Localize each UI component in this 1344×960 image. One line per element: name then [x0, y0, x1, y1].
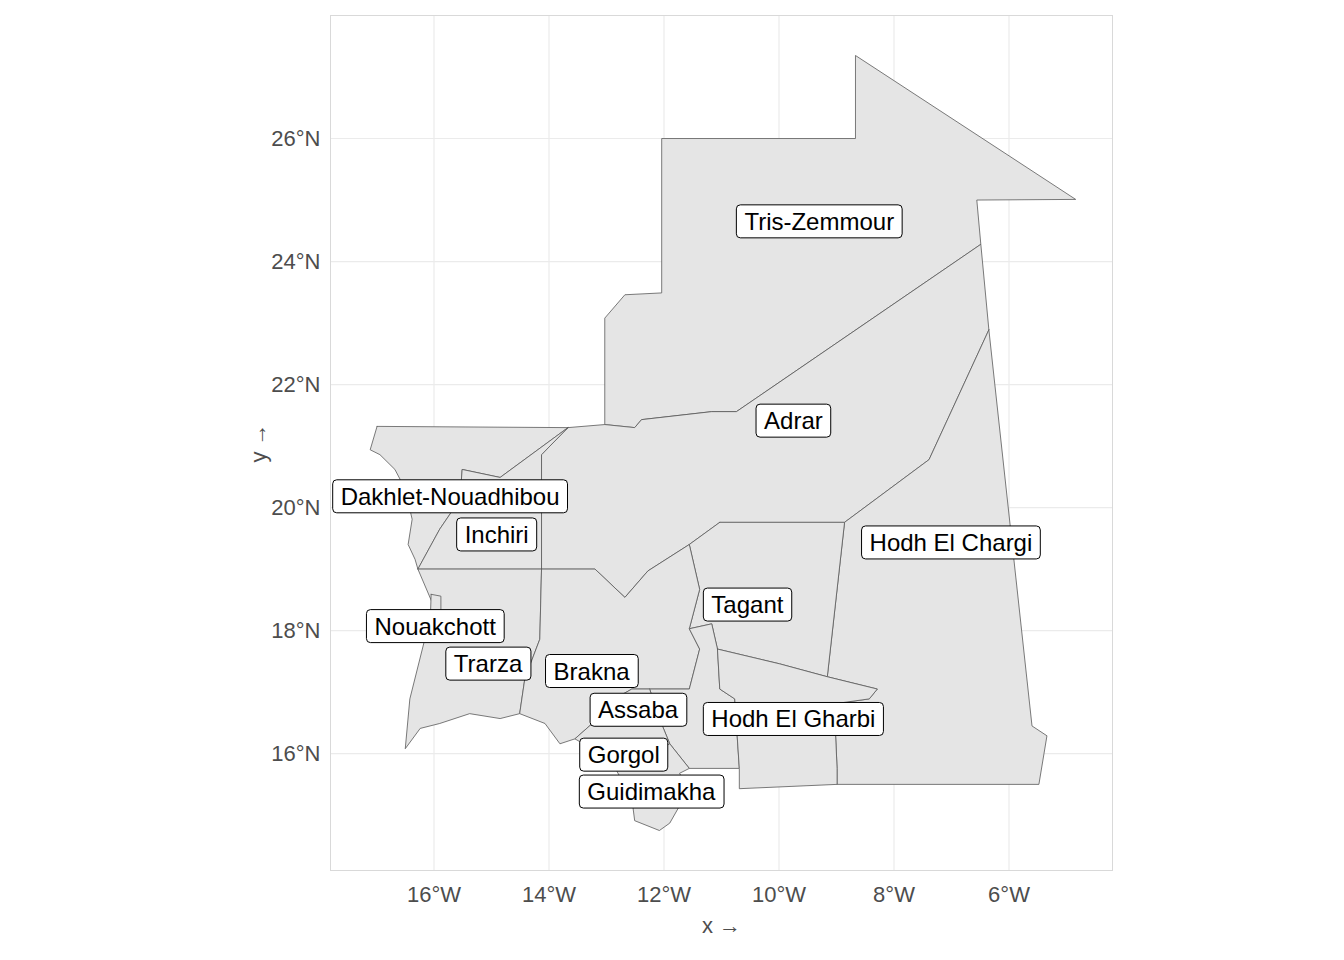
svg-text:Tris-Zemmour: Tris-Zemmour	[744, 208, 894, 235]
svg-text:26°N: 26°N	[271, 126, 320, 151]
svg-text:Dakhlet-Nouadhibou: Dakhlet-Nouadhibou	[341, 483, 560, 510]
svg-text:20°N: 20°N	[271, 495, 320, 520]
svg-text:Inchiri: Inchiri	[465, 521, 529, 548]
svg-text:Tagant: Tagant	[711, 591, 783, 618]
svg-text:8°W: 8°W	[873, 882, 915, 907]
svg-text:Nouakchott: Nouakchott	[374, 613, 496, 640]
svg-text:12°W: 12°W	[637, 882, 691, 907]
svg-text:Hodh El Chargi: Hodh El Chargi	[870, 529, 1033, 556]
svg-text:18°N: 18°N	[271, 618, 320, 643]
svg-text:y →: y →	[246, 423, 271, 462]
svg-text:16°N: 16°N	[271, 741, 320, 766]
svg-text:Brakna: Brakna	[554, 658, 631, 685]
svg-text:Guidimakha: Guidimakha	[587, 778, 716, 805]
svg-text:6°W: 6°W	[988, 882, 1030, 907]
svg-text:Hodh El Gharbi: Hodh El Gharbi	[711, 705, 875, 732]
svg-text:x →: x →	[702, 913, 741, 938]
svg-text:16°W: 16°W	[407, 882, 461, 907]
svg-text:24°N: 24°N	[271, 249, 320, 274]
svg-text:10°W: 10°W	[752, 882, 806, 907]
svg-text:Adrar: Adrar	[764, 407, 823, 434]
svg-text:22°N: 22°N	[271, 372, 320, 397]
svg-text:14°W: 14°W	[522, 882, 576, 907]
svg-text:Trarza: Trarza	[454, 650, 523, 677]
svg-text:Assaba: Assaba	[598, 696, 679, 723]
svg-text:Gorgol: Gorgol	[588, 741, 660, 768]
